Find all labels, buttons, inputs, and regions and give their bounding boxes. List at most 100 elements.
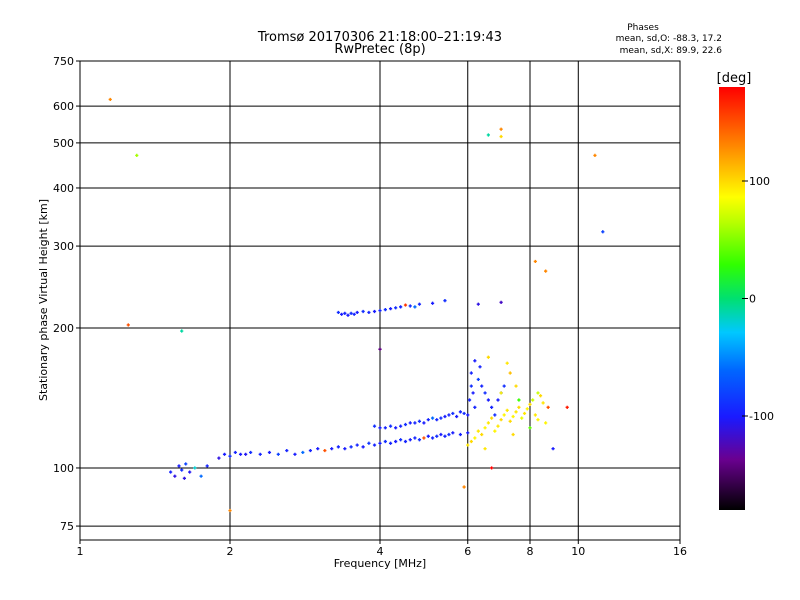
data-point <box>301 450 305 455</box>
y-tick-label: 500 <box>53 137 74 150</box>
data-point <box>367 441 371 445</box>
x-tick-label: 8 <box>527 545 534 558</box>
data-point <box>499 391 503 395</box>
x-tick-label: 2 <box>227 545 234 558</box>
data-point <box>355 443 359 447</box>
data-point <box>517 398 521 402</box>
data-point <box>541 401 545 405</box>
data-point <box>413 421 417 425</box>
data-point <box>490 466 494 470</box>
data-point <box>439 432 443 437</box>
data-point <box>522 411 527 416</box>
data-point <box>469 384 473 388</box>
data-point <box>422 436 426 440</box>
data-point <box>483 426 487 430</box>
data-point <box>182 476 186 480</box>
data-point <box>403 422 408 427</box>
data-point <box>544 421 548 425</box>
data-point <box>233 450 237 455</box>
data-point <box>383 308 387 312</box>
data-point <box>340 312 344 316</box>
data-point <box>451 411 455 416</box>
data-point <box>408 304 412 308</box>
y-tick-label: 600 <box>53 100 74 113</box>
data-point <box>383 439 387 444</box>
data-point <box>486 133 490 137</box>
data-point <box>473 405 477 409</box>
data-point <box>413 305 417 309</box>
y-tick-label: 750 <box>53 55 74 68</box>
data-point <box>514 384 518 388</box>
data-point <box>205 464 209 468</box>
x-tick-label: 6 <box>464 545 471 558</box>
data-point <box>372 424 377 428</box>
data-point <box>217 456 221 460</box>
data-point <box>413 436 417 440</box>
data-point <box>462 411 466 416</box>
grid-lines <box>80 61 680 540</box>
data-point <box>399 424 403 428</box>
colorbar <box>719 87 745 510</box>
y-tick-label: 200 <box>53 322 74 335</box>
stats-x-mode: mean, sd,X: 89.9, 22.6 <box>620 46 723 56</box>
data-point <box>493 429 497 433</box>
data-point <box>508 419 512 423</box>
data-point <box>184 462 188 466</box>
data-point <box>177 464 181 468</box>
data-point <box>349 311 353 315</box>
data-point <box>180 329 184 333</box>
x-axis: 1 2 4 6 8 10 16 <box>77 540 687 558</box>
chart-subtitle: RwPretec (8p) <box>334 42 425 57</box>
data-point <box>483 391 487 395</box>
data-point <box>435 418 439 422</box>
data-point <box>430 301 435 305</box>
colorbar-tick-label: -100 <box>749 410 774 423</box>
data-point <box>417 302 422 306</box>
x-axis-label: Frequency [MHz] <box>334 557 426 570</box>
stats-o-mode: mean, sd,O: -88.3, 17.2 <box>616 34 722 44</box>
x-tick-label: 4 <box>377 545 384 558</box>
data-point <box>378 347 382 351</box>
data-point <box>316 447 320 451</box>
data-point <box>486 398 490 402</box>
data-point <box>430 416 435 420</box>
data-point <box>426 418 430 422</box>
data-point <box>323 448 327 453</box>
data-point <box>388 441 393 445</box>
data-point <box>476 302 480 306</box>
data-point <box>388 307 393 311</box>
data-point <box>499 134 503 139</box>
data-point <box>417 438 422 442</box>
data-point <box>528 402 532 406</box>
data-point <box>469 439 473 444</box>
data-point <box>276 452 280 456</box>
data-point <box>394 306 398 310</box>
data-point <box>193 466 197 470</box>
data-point <box>394 439 398 444</box>
data-point <box>343 311 347 315</box>
data-point <box>544 269 548 273</box>
data-point <box>565 405 569 409</box>
data-point <box>514 410 518 414</box>
data-point <box>367 310 371 315</box>
data-point <box>361 445 365 449</box>
data-point <box>496 398 500 402</box>
data-point <box>399 305 403 309</box>
data-point <box>173 474 177 478</box>
data-point <box>346 313 350 317</box>
data-point <box>249 450 253 455</box>
data-point <box>343 447 347 451</box>
y-tick-label: 300 <box>53 240 74 253</box>
data-point <box>349 445 353 449</box>
x-tick-label: 16 <box>673 545 687 558</box>
data-point <box>443 299 447 303</box>
data-point <box>228 454 232 458</box>
data-point <box>471 391 475 395</box>
data-point <box>528 426 532 430</box>
data-point <box>238 452 243 456</box>
data-point <box>525 407 529 411</box>
data-point <box>451 431 455 435</box>
data-point <box>601 230 605 234</box>
data-point <box>505 408 509 412</box>
